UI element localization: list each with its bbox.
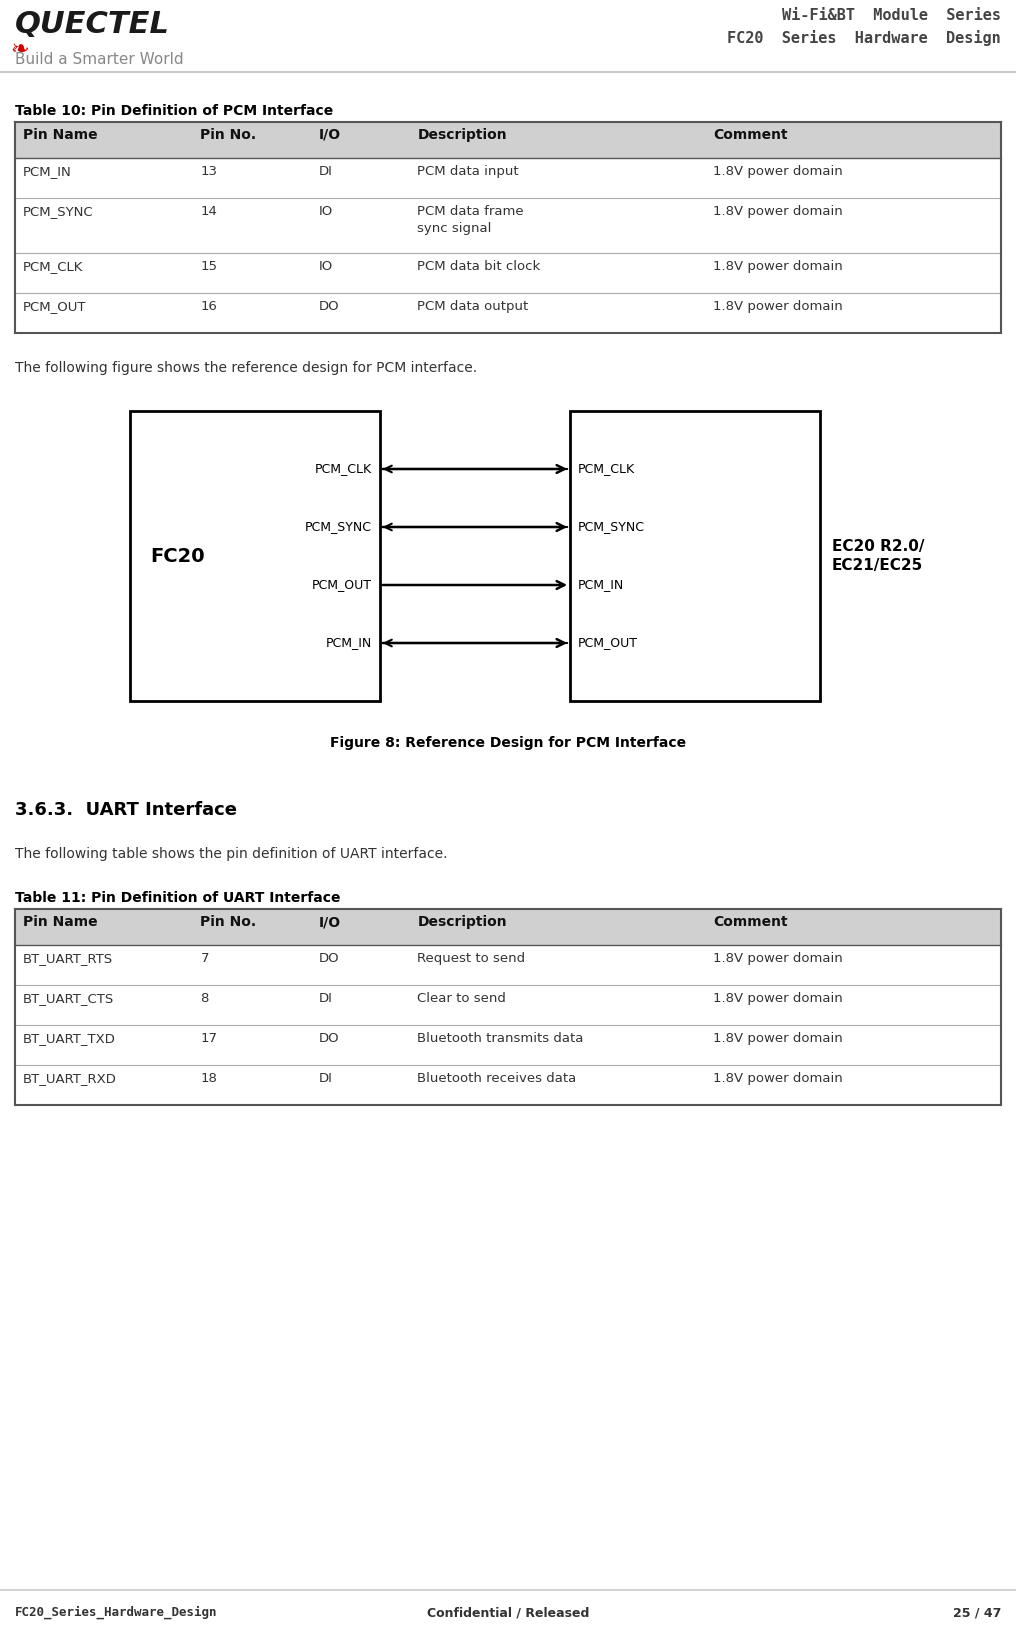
- Text: Comment: Comment: [713, 916, 787, 929]
- Text: FC20  Series  Hardware  Design: FC20 Series Hardware Design: [727, 30, 1001, 46]
- Text: Clear to send: Clear to send: [418, 993, 506, 1004]
- Text: I/O: I/O: [319, 916, 341, 929]
- Bar: [15, 909, 1001, 945]
- Text: BT_UART_RTS: BT_UART_RTS: [23, 952, 113, 965]
- Bar: [15, 253, 1001, 294]
- Bar: [15, 945, 1001, 985]
- Text: PCM data bit clock: PCM data bit clock: [418, 259, 541, 272]
- Text: PCM data output: PCM data output: [418, 300, 528, 313]
- Text: Wi-Fi&BT  Module  Series: Wi-Fi&BT Module Series: [782, 8, 1001, 23]
- Text: 1.8V power domain: 1.8V power domain: [713, 952, 843, 965]
- Text: 14: 14: [200, 205, 217, 218]
- Text: Request to send: Request to send: [418, 952, 525, 965]
- Text: IO: IO: [319, 259, 333, 272]
- Text: 1.8V power domain: 1.8V power domain: [713, 300, 843, 313]
- Text: I/O: I/O: [319, 128, 341, 143]
- Text: QUECTEL: QUECTEL: [15, 10, 170, 39]
- Text: DI: DI: [319, 1072, 332, 1085]
- Text: Pin No.: Pin No.: [200, 128, 257, 143]
- Text: Bluetooth transmits data: Bluetooth transmits data: [418, 1032, 584, 1045]
- Text: 1.8V power domain: 1.8V power domain: [713, 205, 843, 218]
- Text: Comment: Comment: [713, 128, 787, 143]
- Text: BT_UART_TXD: BT_UART_TXD: [23, 1032, 116, 1045]
- Text: 1.8V power domain: 1.8V power domain: [713, 1032, 843, 1045]
- Text: 16: 16: [200, 300, 217, 313]
- Text: Bluetooth receives data: Bluetooth receives data: [418, 1072, 577, 1085]
- Bar: [15, 294, 1001, 333]
- Text: PCM_OUT: PCM_OUT: [23, 300, 86, 313]
- Bar: [15, 1026, 1001, 1065]
- Text: Pin Name: Pin Name: [23, 916, 98, 929]
- Text: 1.8V power domain: 1.8V power domain: [713, 993, 843, 1004]
- Text: 1.8V power domain: 1.8V power domain: [713, 1072, 843, 1085]
- Text: DO: DO: [319, 1032, 339, 1045]
- Text: The following table shows the pin definition of UART interface.: The following table shows the pin defini…: [15, 847, 447, 862]
- Text: EC20 R2.0/
EC21/EC25: EC20 R2.0/ EC21/EC25: [832, 538, 925, 573]
- Text: PCM_CLK: PCM_CLK: [315, 463, 372, 476]
- Text: BT_UART_CTS: BT_UART_CTS: [23, 993, 114, 1004]
- Text: DO: DO: [319, 952, 339, 965]
- Text: Pin No.: Pin No.: [200, 916, 257, 929]
- Text: DI: DI: [319, 166, 332, 177]
- Text: The following figure shows the reference design for PCM interface.: The following figure shows the reference…: [15, 361, 478, 376]
- Text: 18: 18: [200, 1072, 217, 1085]
- Text: IO: IO: [319, 205, 333, 218]
- Text: PCM_OUT: PCM_OUT: [578, 637, 638, 650]
- Bar: [15, 199, 1001, 253]
- Text: 17: 17: [200, 1032, 217, 1045]
- Bar: [15, 1065, 1001, 1104]
- Text: PCM_OUT: PCM_OUT: [312, 579, 372, 591]
- Bar: [15, 985, 1001, 1026]
- Text: FC20: FC20: [150, 546, 204, 566]
- Text: BT_UART_RXD: BT_UART_RXD: [23, 1072, 117, 1085]
- Text: FC20_Series_Hardware_Design: FC20_Series_Hardware_Design: [15, 1607, 217, 1620]
- Text: ❧: ❧: [10, 39, 28, 61]
- Text: Pin Name: Pin Name: [23, 128, 98, 143]
- Text: PCM_SYNC: PCM_SYNC: [305, 520, 372, 533]
- Text: PCM_IN: PCM_IN: [326, 637, 372, 650]
- Text: Description: Description: [418, 916, 507, 929]
- Text: Confidential / Released: Confidential / Released: [427, 1607, 589, 1620]
- Bar: [15, 158, 1001, 199]
- Text: Description: Description: [418, 128, 507, 143]
- Text: PCM_IN: PCM_IN: [578, 579, 624, 591]
- Text: Table 11: Pin Definition of UART Interface: Table 11: Pin Definition of UART Interfa…: [15, 891, 340, 904]
- Text: 1.8V power domain: 1.8V power domain: [713, 166, 843, 177]
- Text: Figure 8: Reference Design for PCM Interface: Figure 8: Reference Design for PCM Inter…: [330, 737, 686, 750]
- Bar: [570, 410, 820, 701]
- Text: 3.6.3.  UART Interface: 3.6.3. UART Interface: [15, 801, 237, 819]
- Text: 25 / 47: 25 / 47: [953, 1607, 1001, 1620]
- Text: Table 10: Pin Definition of PCM Interface: Table 10: Pin Definition of PCM Interfac…: [15, 103, 333, 118]
- Text: 7: 7: [200, 952, 209, 965]
- Text: 1.8V power domain: 1.8V power domain: [713, 259, 843, 272]
- Bar: [15, 121, 1001, 158]
- Text: PCM_IN: PCM_IN: [23, 166, 72, 177]
- Text: PCM data frame
sync signal: PCM data frame sync signal: [418, 205, 524, 235]
- Text: PCM_CLK: PCM_CLK: [23, 259, 83, 272]
- Text: PCM_SYNC: PCM_SYNC: [23, 205, 93, 218]
- Text: PCM data input: PCM data input: [418, 166, 519, 177]
- Text: PCM_SYNC: PCM_SYNC: [578, 520, 645, 533]
- Text: 8: 8: [200, 993, 209, 1004]
- Text: DO: DO: [319, 300, 339, 313]
- Bar: [130, 410, 380, 701]
- Text: Build a Smarter World: Build a Smarter World: [15, 53, 184, 67]
- Text: 13: 13: [200, 166, 217, 177]
- Text: PCM_CLK: PCM_CLK: [578, 463, 635, 476]
- Text: DI: DI: [319, 993, 332, 1004]
- Text: 15: 15: [200, 259, 217, 272]
